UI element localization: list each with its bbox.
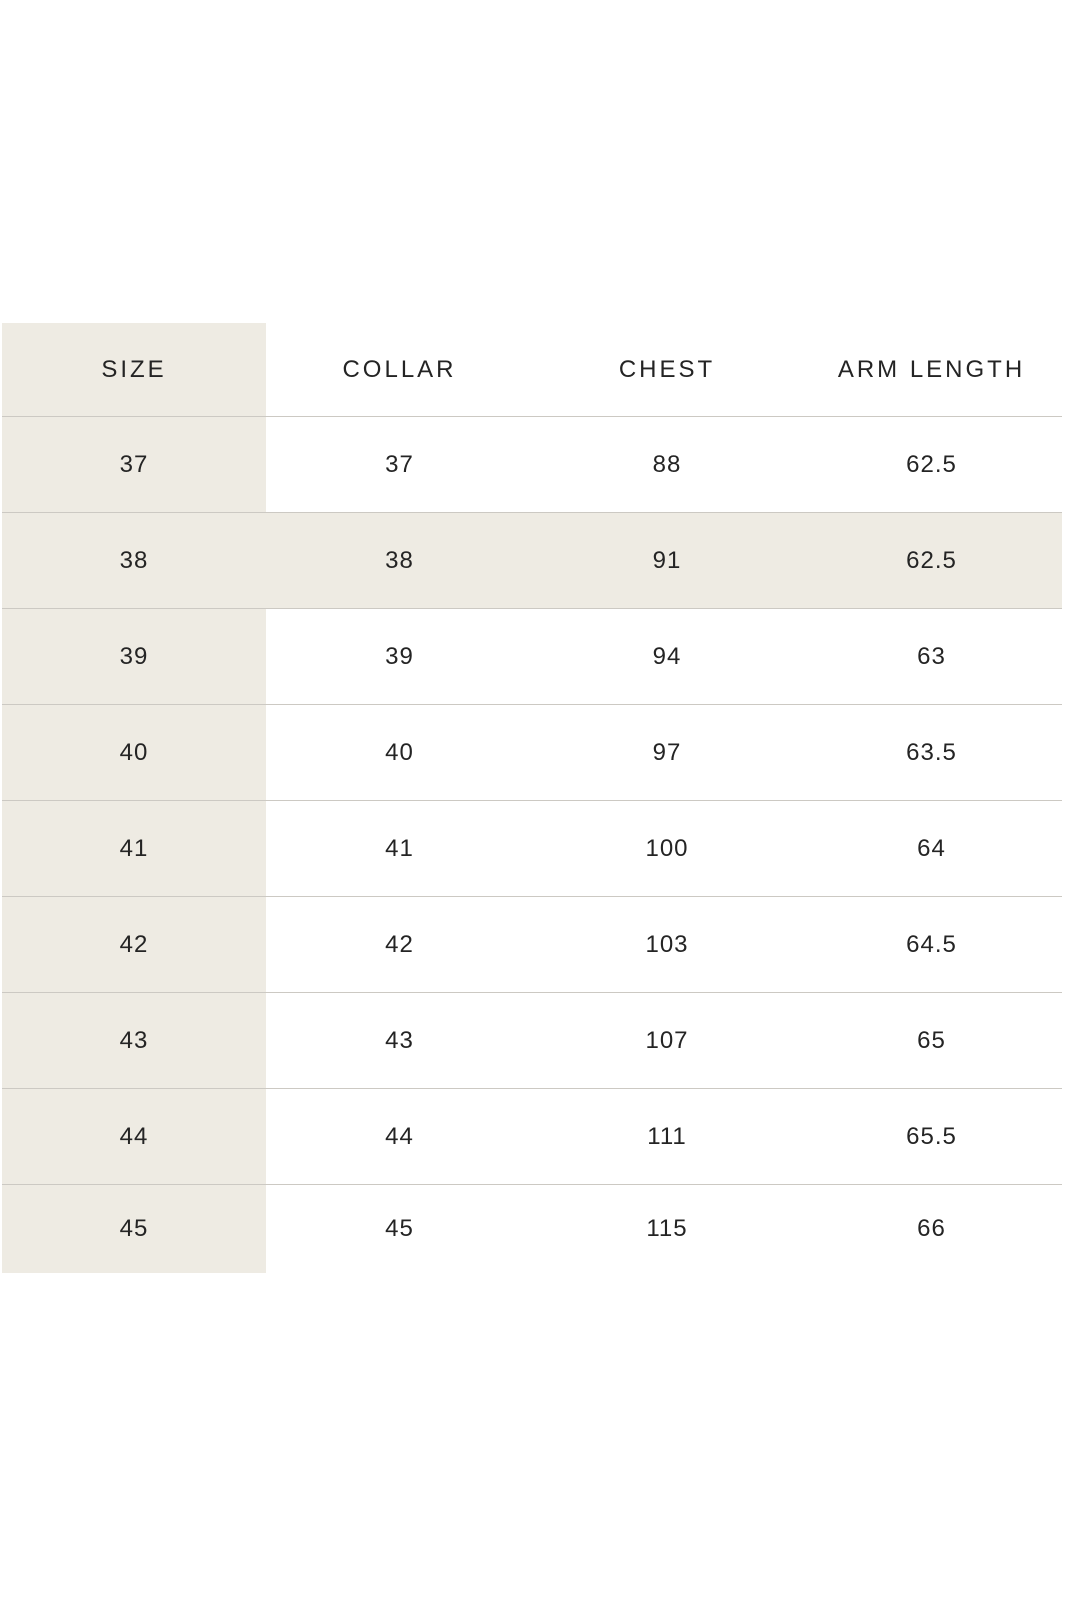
table-cell: 115 xyxy=(646,1215,688,1242)
table-cell: 65.5 xyxy=(906,1122,957,1150)
table-cell: 41 xyxy=(385,834,414,862)
table-cell: 63 xyxy=(917,642,946,670)
table-cell: 103 xyxy=(645,930,689,958)
table-cell: 39 xyxy=(385,642,414,670)
table-cell: 39 xyxy=(2,609,266,704)
table-cell: 37 xyxy=(385,450,414,478)
header-cell-size: SIZE xyxy=(2,323,266,416)
table-cell: 45 xyxy=(385,1215,414,1242)
table-row: 44 44 111 65.5 xyxy=(2,1089,1062,1185)
table-cell: 107 xyxy=(645,1026,689,1054)
size-chart-table: SIZE COLLAR CHEST ARM LENGTH 37 37 88 62.5 3… xyxy=(2,323,1062,1273)
header-cell-chest: CHEST xyxy=(618,355,716,383)
table-cell: 40 xyxy=(385,738,414,766)
table-row: 42 42 103 64.5 xyxy=(2,897,1062,993)
table-cell: 44 xyxy=(385,1122,414,1150)
table-cell: 38 xyxy=(266,513,533,608)
table-cell: 42 xyxy=(385,930,414,958)
table-cell: 41 xyxy=(2,801,266,896)
header-cell-collar: COLLAR xyxy=(342,355,457,383)
table-cell: 97 xyxy=(652,738,682,766)
table-cell: 65 xyxy=(917,1026,946,1054)
table-cell: 42 xyxy=(2,897,266,992)
table-cell: 62.5 xyxy=(801,513,1062,608)
table-row: 40 40 97 63.5 xyxy=(2,705,1062,801)
table-header-row: SIZE COLLAR CHEST ARM LENGTH xyxy=(2,323,1062,417)
table-cell: 43 xyxy=(385,1026,414,1054)
table-row: 43 43 107 65 xyxy=(2,993,1062,1089)
table-cell: 91 xyxy=(533,513,801,608)
table-row: 38 38 91 62.5 xyxy=(2,513,1062,609)
table-cell: 100 xyxy=(645,834,689,862)
table-row: 41 41 100 64 xyxy=(2,801,1062,897)
table-cell: 94 xyxy=(652,642,682,670)
table-cell: 88 xyxy=(652,450,682,478)
table-cell: 44 xyxy=(2,1089,266,1184)
table-row: 39 39 94 63 xyxy=(2,609,1062,705)
table-cell: 111 xyxy=(647,1122,687,1150)
header-cell-arm-length: ARM LENGTH xyxy=(837,355,1026,383)
table-cell: 37 xyxy=(2,417,266,512)
table-cell: 64 xyxy=(917,834,946,862)
table-row: 37 37 88 62.5 xyxy=(2,417,1062,513)
table-body: 37 37 88 62.5 38 38 91 62.5 39 39 94 63 40 40 97 63.5 41… xyxy=(2,417,1062,1273)
table-row: 45 45 115 66 xyxy=(2,1185,1062,1273)
table-cell: 62.5 xyxy=(906,450,957,478)
table-cell: 45 xyxy=(2,1185,266,1273)
table-cell: 38 xyxy=(2,513,266,608)
table-cell: 43 xyxy=(2,993,266,1088)
table-cell: 40 xyxy=(2,705,266,800)
table-cell: 63.5 xyxy=(906,738,957,766)
table-cell: 66 xyxy=(917,1215,946,1242)
table-cell: 64.5 xyxy=(906,930,957,958)
